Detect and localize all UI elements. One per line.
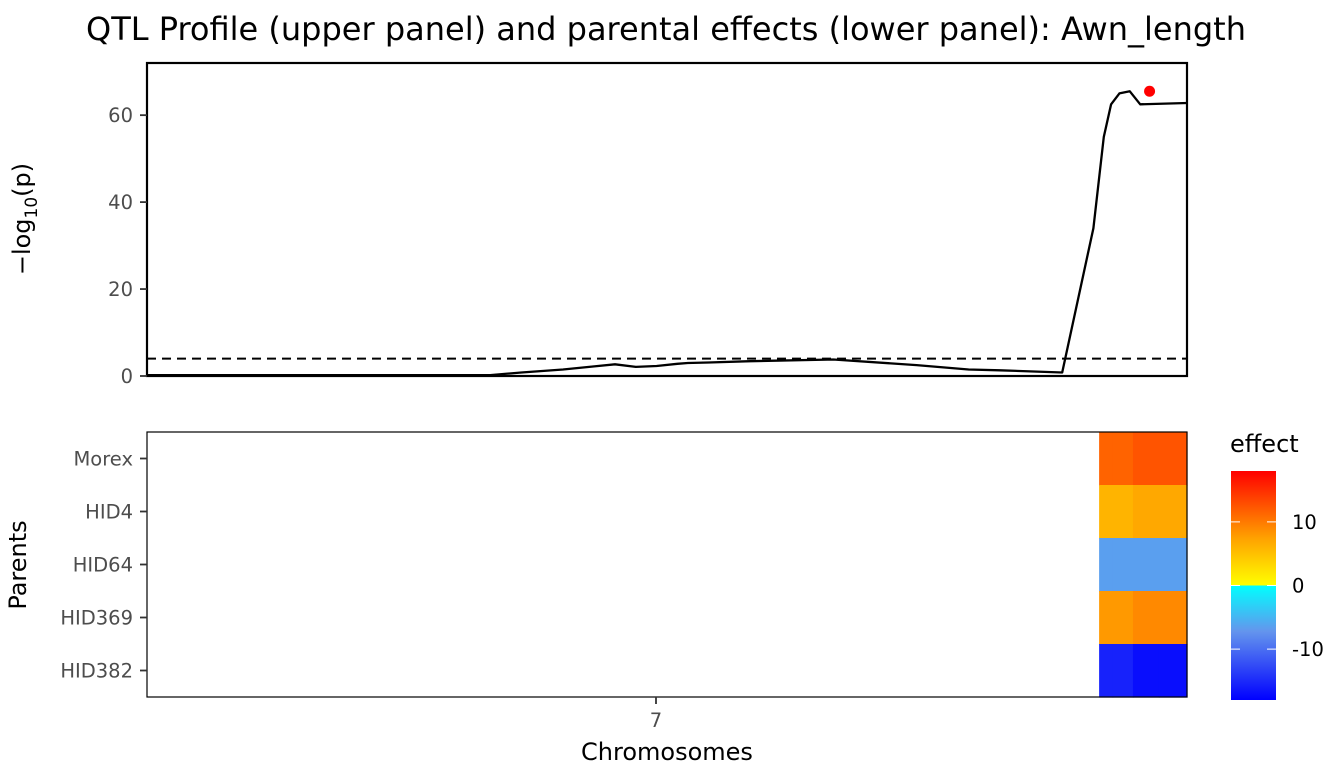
chart-title: QTL Profile (upper panel) and parental e… [86,10,1246,48]
lower-panel: Morex HID4 HID64 HID369 HID382 7 Parents Chr… [4,431,1188,766]
heatmap-cell [1112,644,1134,698]
parent-label: HID382 [60,660,133,683]
heatmap-cell [1112,432,1134,486]
peak-point [1144,85,1156,97]
parents-axis-title: Parents [4,520,32,609]
heatmap-cell [1099,538,1114,592]
upper-panel: 0 20 40 60 −log10(p) [8,61,1189,388]
heatmap-cell [1112,485,1134,539]
heatmap-cell [1112,538,1134,592]
heatmap-cell [1099,432,1114,486]
chromosome-axis: 7 [650,697,662,732]
heatmap-cell [1099,485,1114,539]
parent-axis: Morex HID4 HID64 HID369 HID382 [60,448,147,683]
heatmap-cells [1099,432,1188,698]
heatmap-cell [1132,644,1160,698]
legend-tick-label: 10 [1292,511,1317,534]
heatmap-cell [1132,538,1160,592]
upper-panel-frame [145,61,1189,378]
y-axis-title: −log10(p) [8,163,42,275]
y-tick-label: 20 [108,278,133,301]
heatmap-cell [1158,485,1188,539]
x-tick-label: 7 [650,709,662,732]
heatmap-cell [1112,591,1134,645]
heatmap-cell [1158,591,1188,645]
y-axis-title-main: −log [8,218,36,275]
legend-tick-label: -10 [1292,638,1324,661]
parent-label: HID64 [73,554,133,577]
lower-panel-frame [147,432,1187,697]
heatmap-cell [1132,485,1160,539]
legend-title: effect [1230,430,1299,458]
parent-label: HID4 [85,501,133,524]
series-line [147,90,1188,377]
y-tick-label: 0 [121,365,133,388]
parent-label: Morex [73,448,133,471]
heatmap-cell [1099,644,1114,698]
y-tick-label: 40 [108,191,133,214]
heatmap-cell [1099,591,1114,645]
heatmap-cell [1158,644,1188,698]
heatmap-cell [1132,591,1160,645]
heatmap-cell [1158,432,1188,486]
x-axis-title: Chromosomes [581,738,753,766]
effect-legend: effect 10 0 -10 [1230,430,1324,700]
upper-y-axis: 0 20 40 60 [108,104,147,388]
heatmap-cell [1158,538,1188,592]
heatmap-cell [1132,432,1160,486]
y-axis-title-tail: (p) [8,163,36,197]
y-tick-label: 60 [108,104,133,127]
y-axis-title-subscript: 10 [22,197,42,219]
parent-label: HID369 [60,607,133,630]
legend-tick-label: 0 [1292,575,1304,598]
legend-ticks: 10 0 -10 [1231,511,1324,661]
